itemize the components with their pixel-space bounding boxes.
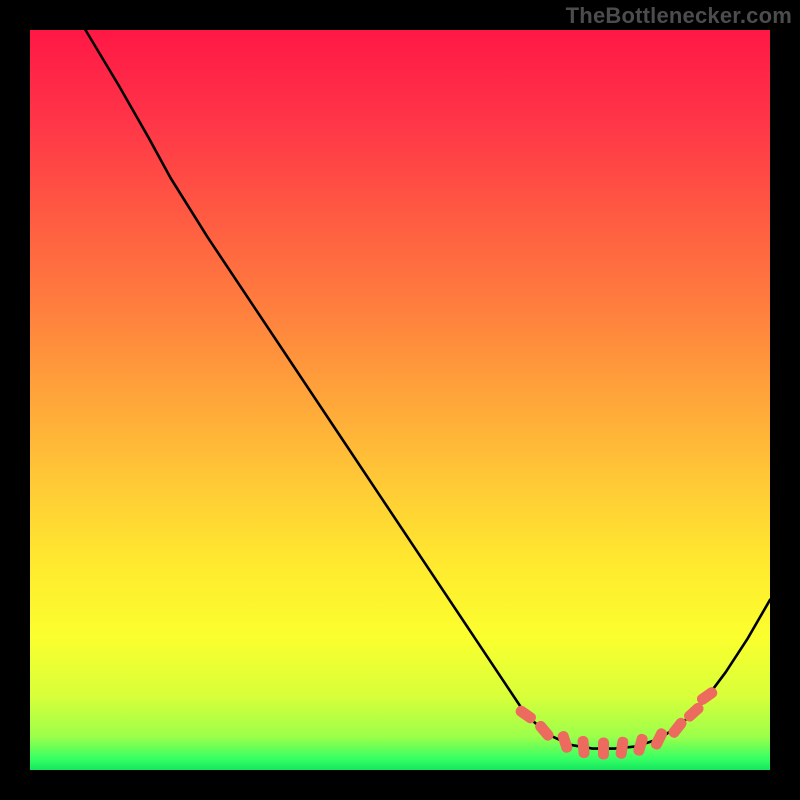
chart-stage: TheBottlenecker.com [0, 0, 800, 800]
watermark-text: TheBottlenecker.com [566, 3, 792, 29]
valley-marker [598, 738, 609, 760]
bottleneck-chart [0, 0, 800, 800]
valley-marker [577, 736, 590, 759]
plot-gradient-area [30, 30, 770, 770]
